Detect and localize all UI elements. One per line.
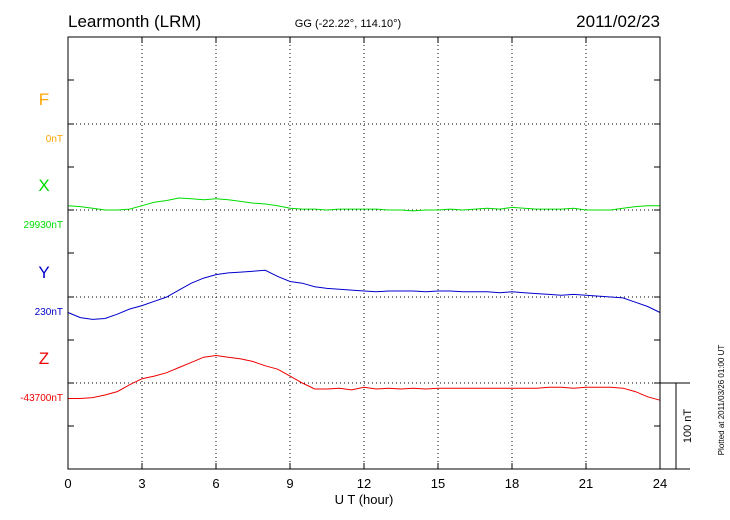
x-tick-label: 15: [431, 476, 445, 491]
component-z-label: Z: [39, 349, 49, 368]
trace-x: [67, 197, 660, 212]
component-x-label: X: [38, 176, 49, 195]
x-tick-label: 12: [357, 476, 371, 491]
x-tick-label: 9: [286, 476, 293, 491]
component-y-baseline: 230nT: [35, 307, 63, 318]
x-tick-label: 6: [212, 476, 219, 491]
x-tick-label: 21: [579, 476, 593, 491]
plotted-at-note: Plotted at 2011/03/26 01:00 UT: [717, 345, 726, 456]
x-tick-label: 3: [138, 476, 145, 491]
component-f-label: F: [39, 90, 49, 109]
x-axis: 0 3 6 9 12 15 18 21 24: [64, 37, 667, 491]
x-axis-title: U T (hour): [335, 492, 394, 507]
scale-bar-label: 100 nT: [682, 409, 694, 444]
component-z-baseline: -43700nT: [20, 393, 63, 404]
component-x-baseline: 29930nT: [24, 220, 63, 231]
grid: [68, 36, 660, 470]
component-f-baseline: 0nT: [46, 134, 63, 145]
series-traces: [67, 197, 661, 401]
component-y-label: Y: [38, 263, 49, 282]
coordinates-label: GG (-22.22°, 114.10°): [295, 18, 401, 30]
trace-y: [67, 269, 661, 320]
date-label: 2011/02/23: [576, 12, 660, 31]
plot-frame: [67, 36, 661, 470]
station-title: Learmonth (LRM): [68, 12, 201, 31]
trace-z: [68, 354, 661, 401]
x-tick-label: 18: [505, 476, 519, 491]
scale-bar: 100 nT: [660, 382, 694, 470]
x-tick-label: 24: [653, 476, 667, 491]
component-labels: F 0nT X 29930nT Y 230nT Z -43700nT: [20, 90, 63, 404]
x-tick-label: 0: [64, 476, 71, 491]
